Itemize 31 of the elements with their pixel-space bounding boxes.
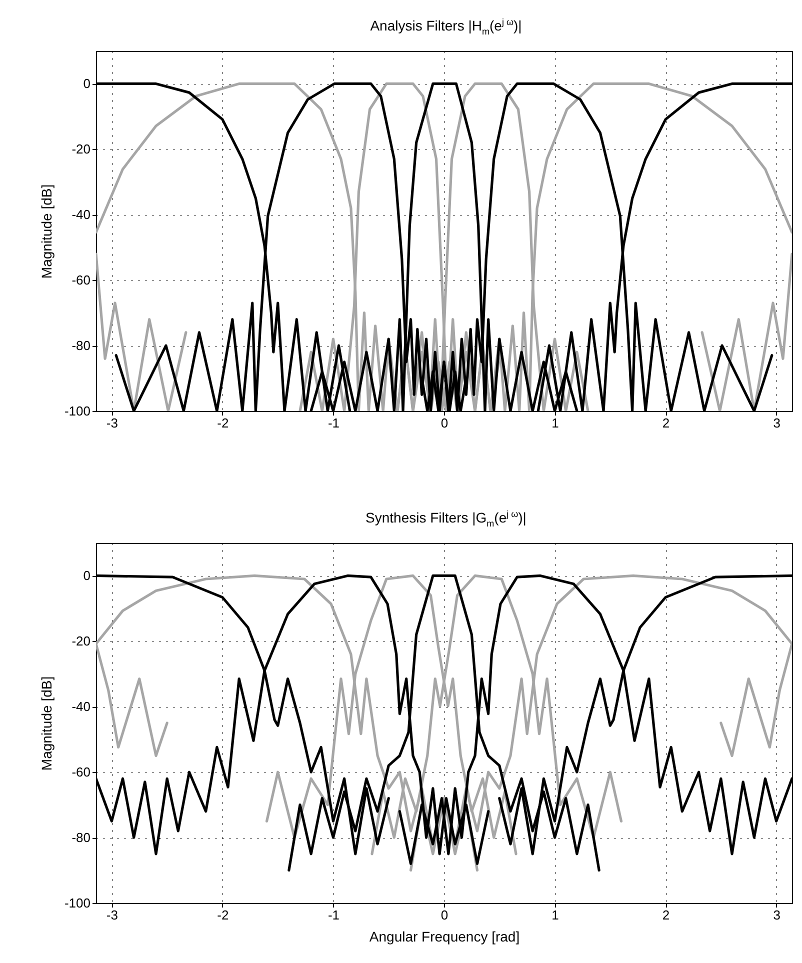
chart-title: Synthesis Filters |G$_{m}$(e$^{j ω}$)| bbox=[364, 508, 528, 530]
x-tick-label: -1 bbox=[328, 416, 340, 430]
y-tick-label: -40 bbox=[72, 699, 90, 714]
x-tick-label: 1 bbox=[552, 908, 559, 922]
y-tick-label: -40 bbox=[72, 207, 90, 222]
y-tick-label: -20 bbox=[72, 634, 90, 649]
x-tick-label: -1 bbox=[328, 908, 340, 922]
y-tick-label: 0 bbox=[83, 76, 90, 92]
y-tick-label: -60 bbox=[72, 272, 90, 288]
x-tick-label: -2 bbox=[217, 908, 229, 922]
y-axis-title: Magnitude [dB] bbox=[38, 676, 54, 771]
chart-title: Analysis Filters |H$_{m}$(e$^{j ω}$)| bbox=[369, 16, 523, 38]
x-tick-label: 0 bbox=[440, 416, 448, 430]
y-tick-label: -20 bbox=[72, 142, 90, 157]
x-tick-label: 3 bbox=[773, 416, 780, 430]
x-tick-label: 2 bbox=[662, 416, 670, 430]
y-tick-label: 0 bbox=[83, 568, 90, 584]
x-tick-label: -3 bbox=[106, 908, 118, 922]
y-tick-label: -80 bbox=[72, 830, 90, 846]
y-tick-label: -60 bbox=[72, 764, 90, 780]
x-tick-label: 2 bbox=[662, 908, 670, 922]
y-tick-label: -80 bbox=[72, 338, 90, 354]
y-tick-label: -100 bbox=[64, 896, 90, 910]
x-axis-title: Angular Frequency [rad] bbox=[369, 928, 520, 944]
y-tick-label: -100 bbox=[64, 404, 90, 418]
x-tick-label: -3 bbox=[106, 416, 118, 430]
y-axis-title: Magnitude [dB] bbox=[38, 184, 54, 279]
x-tick-label: -2 bbox=[217, 416, 229, 430]
x-tick-label: 1 bbox=[552, 416, 559, 430]
x-tick-label: 3 bbox=[773, 908, 780, 922]
x-tick-label: 0 bbox=[440, 908, 448, 922]
